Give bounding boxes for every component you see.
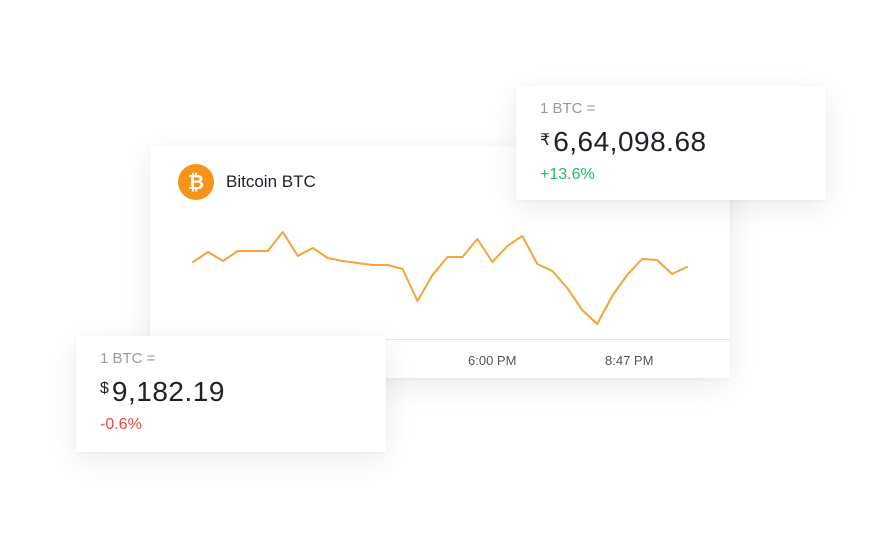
dollar-symbol: $: [100, 380, 109, 397]
price-line-chart: [192, 231, 688, 325]
usd-price-card[interactable]: 1 BTC = $ 9,182.19 -0.6%: [76, 336, 386, 452]
usd-change: -0.6%: [100, 416, 142, 433]
coin-header: ₿ Bitcoin BTC: [178, 164, 316, 200]
price-row: ₹ 6,64,098.68: [540, 126, 707, 158]
price-row: $ 9,182.19: [100, 376, 225, 408]
bitcoin-icon: ₿: [178, 164, 214, 200]
inr-price-card[interactable]: 1 BTC = ₹ 6,64,098.68 +13.6%: [516, 86, 826, 200]
x-tick-label: 6:00 PM: [468, 353, 517, 368]
x-axis-line: [380, 339, 730, 340]
price-line: [192, 231, 688, 325]
inr-price: 6,64,098.68: [553, 126, 707, 157]
rupee-symbol: ₹: [540, 132, 551, 149]
usd-price: 9,182.19: [111, 376, 225, 407]
coin-name: Bitcoin BTC: [226, 172, 316, 191]
inr-change: +13.6%: [540, 166, 595, 183]
x-tick-label: 8:47 PM: [605, 353, 654, 368]
unit-label: 1 BTC =: [100, 350, 156, 367]
unit-label: 1 BTC =: [540, 100, 596, 117]
